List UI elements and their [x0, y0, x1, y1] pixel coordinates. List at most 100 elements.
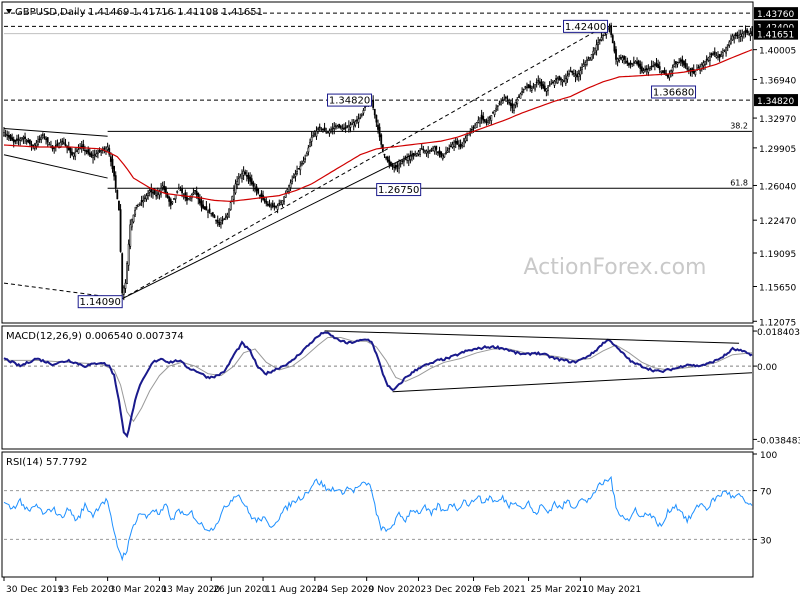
candle-body — [85, 150, 88, 153]
candle-body — [252, 182, 255, 187]
candle-body — [420, 148, 423, 150]
candle-body — [705, 59, 708, 61]
candle-body — [200, 200, 203, 208]
candle-body — [211, 212, 214, 216]
candle-body — [597, 42, 600, 45]
macd-tick-label: 0.00 — [757, 363, 777, 373]
candle-body — [675, 61, 677, 64]
candle-body — [728, 41, 731, 46]
macd-title: MACD(12,26,9) 0.006540 0.007374 — [6, 331, 184, 342]
candle-body — [451, 143, 454, 148]
candle-body — [445, 152, 447, 155]
candle-body — [216, 219, 219, 223]
candle-body — [709, 56, 711, 61]
candle-body — [169, 199, 172, 206]
candle-body — [317, 128, 319, 130]
candle-body — [653, 63, 656, 66]
candle-body — [378, 126, 381, 138]
candle-body — [610, 25, 613, 35]
candle-body — [628, 62, 630, 66]
candle-body — [398, 164, 400, 169]
candle-body — [425, 150, 428, 154]
candle-body — [111, 158, 114, 170]
candle-body — [330, 129, 332, 132]
candle-body — [621, 57, 624, 61]
candle-body — [519, 93, 522, 99]
candle-body — [372, 99, 375, 108]
candle-body — [155, 194, 158, 197]
candle-body — [543, 85, 546, 91]
candle-body — [456, 140, 459, 145]
candle-body — [12, 139, 15, 143]
candle-body — [281, 200, 284, 205]
trend-line-lower — [121, 153, 414, 300]
price-tick-label: 1.22470 — [759, 217, 796, 227]
annotation-4: 1.14090 — [77, 295, 123, 309]
candle-body — [168, 196, 171, 202]
candle-body — [93, 154, 96, 156]
candle-body — [602, 34, 604, 37]
candle-body — [662, 70, 664, 73]
candle-body — [375, 114, 378, 123]
candle-body — [122, 287, 125, 295]
candle-body — [245, 174, 248, 177]
candle-body — [513, 104, 515, 111]
candle-body — [626, 60, 629, 64]
candle-body — [328, 130, 331, 134]
candle-body — [725, 47, 727, 54]
candle-body — [702, 62, 705, 66]
candle-body — [58, 143, 60, 149]
candle-body — [437, 151, 439, 153]
candle-body — [139, 202, 141, 205]
candle-body — [247, 174, 250, 180]
dropdown-triangle-icon[interactable] — [6, 9, 12, 14]
candle-body — [657, 64, 659, 68]
candle-body — [163, 185, 166, 191]
candle-body — [707, 57, 710, 61]
candle-body — [377, 124, 379, 130]
candle-body — [357, 118, 360, 123]
candle-body — [730, 38, 732, 44]
candle-body — [417, 151, 420, 155]
candle-body — [404, 158, 407, 161]
candle-body — [156, 192, 159, 195]
candle-body — [186, 195, 188, 201]
candle-body — [132, 214, 135, 223]
candle-body — [746, 29, 749, 33]
candle-body — [46, 137, 49, 143]
candle-body — [561, 80, 564, 83]
annotation-0: 1.42400 — [563, 19, 609, 33]
candle-body — [551, 82, 554, 84]
candle-body — [500, 101, 502, 106]
candle-body — [419, 150, 421, 155]
candle-body — [45, 138, 47, 141]
price-tick-label: 1.40005 — [759, 47, 796, 57]
price-tick-label: 1.34820 — [757, 97, 794, 107]
candle-body — [511, 103, 514, 109]
candle-body — [331, 127, 334, 130]
candle-body — [508, 101, 511, 104]
candle-body — [336, 126, 339, 129]
candle-body — [207, 210, 209, 213]
candle-body — [585, 60, 588, 65]
candle-body — [615, 49, 617, 60]
candle-body — [202, 204, 205, 209]
candle-body — [233, 189, 235, 200]
candle-body — [64, 143, 67, 146]
candle-body — [114, 175, 117, 188]
candle-body — [713, 51, 716, 55]
candle-body — [613, 42, 616, 52]
candle-body — [218, 222, 221, 226]
candle-body — [488, 117, 491, 120]
candle-body — [393, 166, 396, 169]
candle-body — [354, 121, 357, 126]
candle-body — [17, 139, 20, 141]
candle-body — [176, 190, 179, 193]
rsi-panel-frame — [1, 451, 754, 578]
candle-body — [498, 102, 501, 105]
axis-layer: 1.43760 1.42400 1.41651 1.40005 1.36940 1.348… — [3, 7, 800, 595]
candle-body — [38, 138, 41, 141]
candle-body — [632, 62, 635, 64]
